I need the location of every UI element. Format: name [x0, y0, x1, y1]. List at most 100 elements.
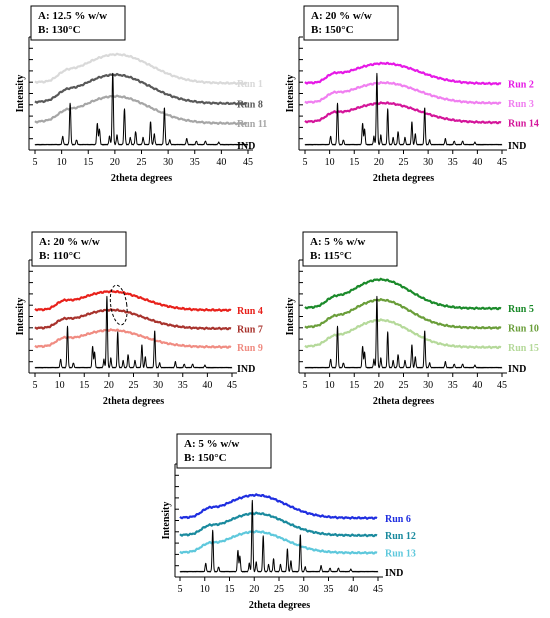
series-label: Run 6 — [385, 514, 411, 525]
legend-entry: A: 20 % w/w — [39, 236, 100, 248]
legend-entry: B: 150°C — [184, 452, 227, 464]
series-label: Run 13 — [385, 549, 416, 560]
x-axis-title: 2theta degrees — [373, 396, 434, 407]
annotation-ellipse — [109, 284, 128, 326]
series-label: IND — [237, 141, 255, 152]
x-tick-label: 25 — [129, 380, 139, 391]
series-label: Run 5 — [508, 304, 534, 315]
x-tick-label: 25 — [399, 380, 409, 391]
legend-box: A: 5 % w/w B: 115°C — [302, 231, 398, 267]
x-tick-label: 10 — [57, 157, 67, 168]
x-tick-label: 15 — [349, 157, 359, 168]
legend-entry: B: 130°C — [38, 24, 81, 36]
y-axis-title: Intensity — [161, 502, 172, 540]
y-axis-title: Intensity — [15, 75, 26, 113]
series-line-ind — [34, 295, 233, 369]
series-line-run-8 — [34, 72, 248, 106]
x-tick-label: 35 — [324, 584, 334, 595]
series-label: Run 12 — [385, 531, 416, 542]
x-tick-label: 40 — [216, 157, 226, 168]
series-line-ind — [179, 499, 379, 573]
legend-box: A: 20 % w/w B: 150°C — [303, 5, 399, 41]
x-tick-label: 25 — [137, 157, 147, 168]
series-line-run-10 — [304, 298, 502, 330]
x-tick-label: 35 — [190, 157, 200, 168]
series-label: Run 1 — [237, 79, 263, 90]
legend-entry: B: 110°C — [39, 250, 81, 262]
x-axis-title: 2theta degrees — [111, 173, 172, 184]
x-tick-label: 25 — [274, 584, 284, 595]
x-tick-label: 5 — [303, 157, 308, 168]
chart-panel-1: 5 10 15 20 25 30 35 40 45 2theta degrees Intensity… — [15, 5, 267, 184]
series-line-ind — [304, 72, 503, 146]
legend-frame — [303, 5, 399, 41]
x-tick-label: 35 — [448, 380, 458, 391]
x-tick-label: 10 — [55, 380, 65, 391]
x-tick-label: 5 — [178, 584, 183, 595]
x-tick-label: 40 — [348, 584, 358, 595]
x-tick-label: 40 — [202, 380, 212, 391]
x-tick-label: 15 — [79, 380, 89, 391]
x-tick-label: 20 — [374, 380, 384, 391]
x-tick-label: 15 — [225, 584, 235, 595]
legend-entry: A: 20 % w/w — [311, 10, 372, 22]
legend-frame — [176, 433, 272, 469]
x-tick-label: 45 — [243, 157, 253, 168]
chart-panel-5: 5 10 15 20 25 30 35 40 45 2theta degrees Intensity… — [161, 433, 416, 611]
x-tick-label: 45 — [227, 380, 237, 391]
x-tick-label: 40 — [472, 380, 482, 391]
y-axis-title: Intensity — [285, 298, 296, 336]
series-line-run-7 — [34, 308, 232, 331]
x-axis-title: 2theta degrees — [103, 396, 164, 407]
x-tick-label: 45 — [373, 584, 383, 595]
x-tick-label: 35 — [448, 157, 458, 168]
legend-frame — [30, 5, 126, 41]
series-line-run-12 — [179, 511, 378, 538]
x-tick-label: 20 — [110, 157, 120, 168]
series-label: Run 10 — [508, 324, 539, 335]
series-line-run-3 — [304, 81, 502, 105]
x-tick-label: 45 — [497, 380, 507, 391]
series-label: IND — [385, 568, 403, 579]
x-tick-label: 20 — [104, 380, 114, 391]
x-tick-label: 40 — [472, 157, 482, 168]
legend-box: A: 20 % w/w B: 110°C — [31, 231, 127, 267]
legend-entry: A: 5 % w/w — [184, 438, 239, 450]
x-axis-title: 2theta degrees — [249, 600, 310, 611]
series-label: Run 11 — [237, 119, 267, 130]
chart-panel-4: 5 10 15 20 25 30 35 40 45 2theta degrees Intensity… — [285, 231, 539, 407]
x-tick-label: 30 — [423, 157, 433, 168]
x-tick-label: 35 — [178, 380, 188, 391]
x-tick-label: 30 — [153, 380, 163, 391]
y-axis-title: Intensity — [15, 298, 26, 336]
legend-box: A: 5 % w/w B: 150°C — [176, 433, 272, 469]
legend-box: A: 12.5 % w/w B: 130°C — [30, 5, 126, 41]
series-label: Run 3 — [508, 99, 534, 110]
series-label: Run 7 — [237, 324, 263, 335]
x-tick-label: 20 — [249, 584, 259, 595]
x-tick-label: 45 — [497, 157, 507, 168]
x-tick-label: 5 — [303, 380, 308, 391]
legend-entry: A: 5 % w/w — [310, 236, 365, 248]
series-line-run-2 — [304, 61, 502, 86]
series-line-run-11 — [34, 94, 248, 126]
legend-entry: B: 115°C — [310, 250, 352, 262]
series-label: Run 2 — [508, 79, 534, 90]
series-label: Run 4 — [237, 306, 263, 317]
x-tick-label: 15 — [349, 380, 359, 391]
series-line-run-9 — [34, 328, 232, 349]
x-tick-label: 20 — [374, 157, 384, 168]
x-tick-label: 10 — [325, 157, 335, 168]
x-axis-title: 2theta degrees — [373, 173, 434, 184]
legend-frame — [31, 231, 127, 267]
x-tick-label: 10 — [200, 584, 210, 595]
series-line-run-15 — [304, 318, 502, 350]
legend-frame — [302, 231, 398, 267]
series-label: IND — [508, 364, 526, 375]
x-tick-label: 30 — [163, 157, 173, 168]
series-label: Run 14 — [508, 118, 539, 129]
x-tick-label: 15 — [83, 157, 93, 168]
series-line-ind — [34, 72, 249, 146]
series-line-run-14 — [304, 101, 502, 125]
